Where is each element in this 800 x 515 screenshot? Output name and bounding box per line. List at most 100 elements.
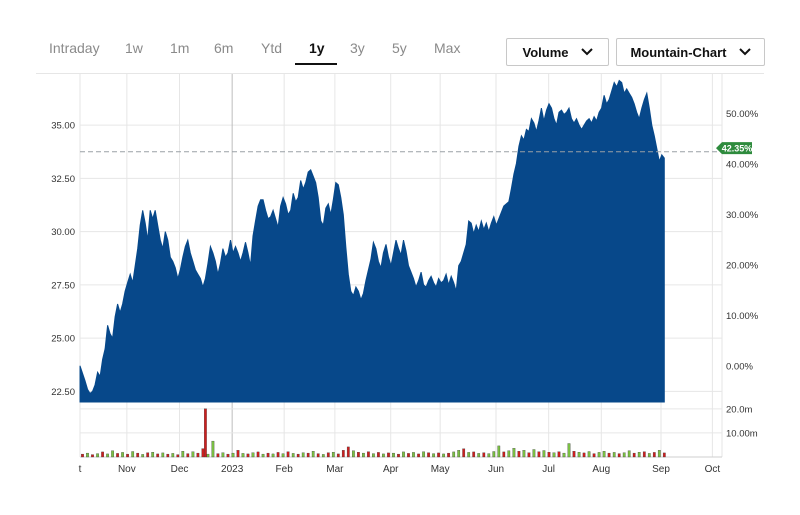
volume-bar [552, 452, 556, 458]
volume-bar [462, 448, 466, 458]
header-divider [36, 73, 764, 74]
volume-bar [161, 452, 165, 458]
tab-1m[interactable]: 1m [170, 40, 190, 56]
volume-bar [557, 451, 561, 458]
volume-bar [201, 448, 205, 458]
volume-dropdown-label: Volume [522, 44, 569, 60]
volume-bar [442, 453, 445, 458]
volume-bar [151, 452, 155, 458]
volume-bar [457, 450, 461, 458]
month-tick-label: Mar [326, 464, 344, 475]
volume-bar [116, 453, 119, 458]
volume-bar [417, 453, 420, 458]
tab-intraday[interactable]: Intraday [49, 40, 100, 56]
volume-bar [352, 450, 355, 458]
volume-bar [156, 453, 160, 458]
volume-bar [301, 452, 305, 458]
tab-6m[interactable]: 6m [214, 40, 234, 56]
volume-bar [296, 453, 300, 458]
percent-tick-label: 50.00% [726, 109, 759, 120]
volume-bar [236, 450, 240, 458]
volume-bar [582, 452, 586, 458]
volume-bar [467, 452, 471, 458]
volume-bar [111, 450, 114, 458]
volume-bar [367, 451, 370, 458]
volume-bar [362, 452, 365, 458]
volume-bar [607, 452, 611, 458]
volume-tick-label: 20.0m [726, 404, 752, 415]
volume-bar [316, 453, 320, 458]
month-tick-label: Nov [118, 464, 136, 475]
current-change-badge: 42.35% [716, 142, 753, 155]
current-change-badge-shape [716, 142, 752, 155]
month-tick-label: Dec [171, 464, 189, 475]
volume-dropdown[interactable]: Volume [506, 38, 609, 66]
chart-type-dropdown-label: Mountain-Chart [630, 44, 727, 60]
price-axis: 22.50 25.00 27.50 30.00 32.50 35.00 [51, 121, 75, 398]
volume-bar [146, 452, 150, 458]
volume-bar [216, 453, 220, 458]
tab-5y[interactable]: 5y [392, 40, 407, 56]
percent-tick-label: 40.00% [726, 159, 759, 170]
volume-bar [487, 453, 491, 458]
volume-bar [176, 454, 180, 458]
volume-bar [81, 453, 84, 458]
tab-ytd[interactable]: Ytd [261, 40, 283, 56]
volume-bar [627, 450, 631, 458]
volume-bar [617, 453, 621, 458]
volume-bars [81, 408, 666, 458]
current-change-label: 42.35% [722, 143, 753, 153]
volume-bar [321, 454, 325, 458]
volume-bar [196, 452, 200, 458]
month-tick-label: Jul [542, 464, 555, 475]
volume-bar [392, 452, 395, 458]
volume-bar [427, 452, 430, 458]
volume-bar [372, 453, 375, 458]
volume-bar [637, 452, 641, 458]
chevron-down-icon [738, 45, 751, 59]
volume-bar [166, 453, 170, 458]
month-tick-label: Aug [592, 464, 610, 475]
volume-bar [587, 451, 591, 458]
volume-bar [181, 451, 185, 458]
volume-bar [382, 453, 385, 458]
tab-max[interactable]: Max [434, 40, 461, 56]
volume-bar [542, 450, 546, 458]
volume-bar [452, 451, 456, 458]
volume-bar [266, 452, 270, 458]
percent-axis: 0.00% 10.00% 20.00% 30.00% 40.00% 50.00% [726, 109, 759, 372]
price-tick-label: 35.00 [51, 121, 75, 132]
volume-axis: 10.00m 20.0m [726, 404, 758, 439]
volume-bar [241, 453, 245, 458]
volume-bar [492, 451, 496, 458]
volume-bar [377, 452, 380, 458]
volume-tick-label: 10.00m [726, 428, 758, 439]
volume-bar [204, 408, 207, 458]
chart-type-dropdown[interactable]: Mountain-Chart [616, 38, 765, 66]
volume-bar [477, 453, 481, 458]
tab-1y[interactable]: 1y [309, 40, 325, 56]
volume-bar [657, 450, 661, 458]
volume-bar [497, 445, 501, 458]
volume-bar [261, 453, 265, 458]
volume-bar [281, 453, 285, 458]
volume-bar [141, 454, 145, 458]
volume-bar [572, 451, 576, 458]
volume-bar [136, 452, 140, 458]
volume-bar [567, 443, 571, 458]
volume-bar [346, 446, 350, 458]
volume-bar [96, 453, 99, 458]
volume-bar [191, 451, 195, 458]
month-tick-label-partial: t [79, 464, 82, 475]
month-tick-label: 2023 [221, 464, 244, 475]
month-tick-label: Sep [652, 464, 670, 475]
tab-3y[interactable]: 3y [350, 40, 365, 56]
volume-bar [286, 451, 290, 458]
volume-bar [256, 451, 260, 458]
volume-bar [622, 452, 626, 458]
percent-tick-label: 10.00% [726, 311, 759, 322]
percent-tick-label: 0.00% [726, 361, 753, 372]
volume-bar [412, 452, 415, 458]
tab-1w[interactable]: 1w [125, 40, 143, 56]
